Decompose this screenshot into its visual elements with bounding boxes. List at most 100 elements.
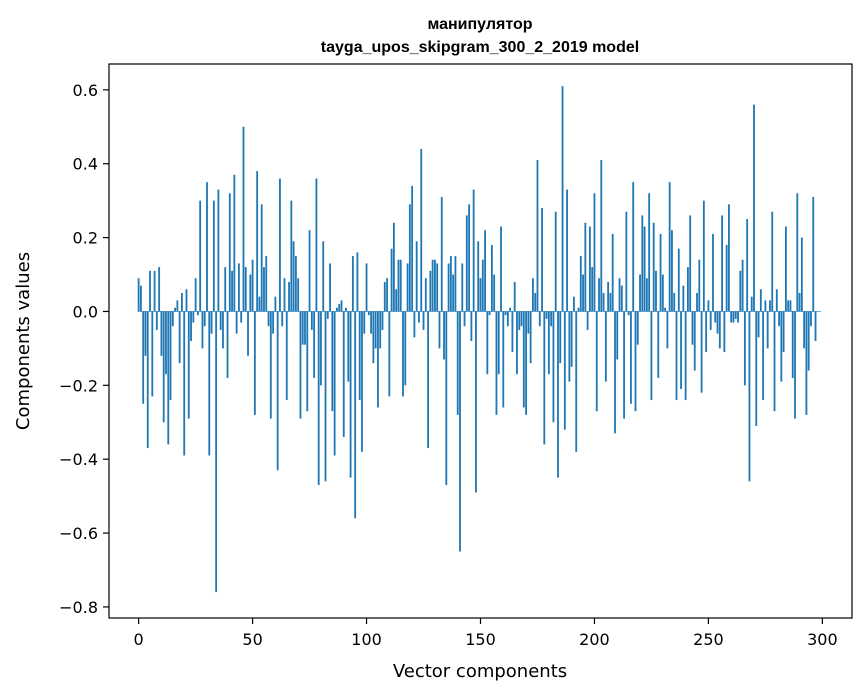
bar-44 [238,263,240,312]
bar-243 [691,311,694,345]
bar-208 [611,233,614,312]
bar-19 [181,292,183,312]
bar-165 [513,281,516,312]
bar-14 [169,311,172,401]
bar-71 [299,311,302,419]
bar-81 [322,241,325,312]
bar-269 [750,296,753,312]
bar-46 [242,126,245,312]
bar-152 [484,230,486,312]
bars-group [137,86,817,593]
bar-186 [561,86,564,312]
x-axis-ticks: 0 50 100 150 200 250 300 [134,618,838,649]
bar-200 [593,193,596,312]
bar-26 [196,311,199,316]
bar-235 [673,292,676,312]
bar-6 [151,311,154,397]
bar-210 [616,311,619,360]
bar-242 [689,215,692,312]
bar-272 [757,311,760,338]
bar-181 [550,311,553,327]
bar-265 [741,259,744,312]
bar-163 [509,307,512,312]
x-tick-label: 300 [807,630,838,649]
y-tick-label: −0.8 [59,598,98,617]
bar-149 [477,241,480,312]
bar-132 [438,311,441,349]
bar-124 [420,148,423,312]
bar-121 [413,311,416,338]
bar-83 [326,311,329,319]
bar-159 [500,226,502,312]
bar-112 [392,222,395,312]
bar-137 [449,256,452,312]
bar-11 [162,311,165,423]
bar-270 [753,104,755,312]
bar-126 [424,278,427,312]
bar-211 [618,278,621,312]
bar-51 [253,311,256,415]
bar-130 [434,259,436,312]
bar-261 [732,311,735,323]
bar-37 [222,311,224,349]
bar-68 [292,241,295,312]
bar-162 [506,311,509,327]
bar-95 [354,311,357,519]
bar-224 [648,193,651,312]
bar-116 [402,311,404,397]
bar-245 [696,292,698,312]
bar-110 [388,311,391,397]
bar-106 [379,311,382,349]
bar-294 [807,311,810,371]
y-tick-label: −0.6 [59,524,98,543]
bar-36 [219,311,222,330]
bar-127 [427,311,429,449]
bar-164 [511,311,514,353]
bar-187 [563,311,566,430]
bar-42 [233,174,236,312]
bar-229 [659,233,662,312]
bar-255 [718,311,721,349]
bar-288 [794,311,796,419]
bar-120 [411,185,414,312]
bar-236 [675,311,678,401]
bar-80 [320,311,322,386]
bar-251 [709,311,712,330]
bar-153 [486,311,489,375]
bar-54 [260,204,263,312]
bar-136 [447,263,450,312]
bar-10 [160,311,163,356]
bar-196 [584,222,587,312]
bar-134 [443,311,445,360]
bar-183 [554,211,557,312]
bar-57 [267,311,270,327]
bar-70 [297,278,300,312]
bar-22 [187,311,190,419]
bar-174 [534,292,537,312]
bar-173 [532,278,534,312]
bar-41 [231,270,233,312]
bar-111 [390,248,393,312]
bar-209 [614,311,616,434]
bar-204 [602,292,605,312]
bar-271 [755,311,758,426]
bar-244 [693,311,696,371]
bar-194 [579,256,582,312]
bar-119 [408,204,411,312]
bar-259 [728,204,730,312]
bar-90 [342,311,345,438]
bar-88 [338,304,341,312]
bar-21 [185,289,188,312]
bar-218 [634,311,637,412]
bar-198 [588,226,591,312]
bar-205 [604,311,607,382]
bar-286 [789,300,792,312]
bar-197 [586,311,589,330]
bar-107 [381,311,384,330]
bar-78 [315,178,318,312]
bar-115 [399,259,402,312]
bar-72 [301,311,304,345]
bar-237 [677,248,680,312]
bar-98 [361,311,363,452]
bar-203 [600,160,603,312]
